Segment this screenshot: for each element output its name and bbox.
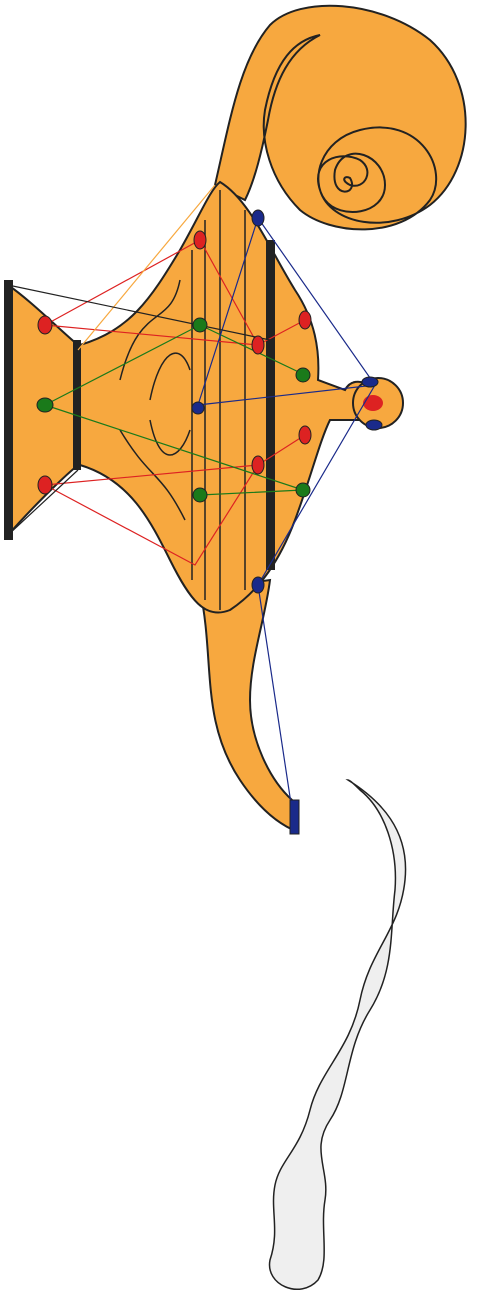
spout — [198, 578, 300, 834]
handle — [213, 4, 467, 231]
base-bar — [4, 280, 13, 540]
knob-gem — [363, 395, 383, 411]
smoke — [268, 779, 407, 1290]
lamp-body — [79, 180, 372, 614]
gems — [36, 209, 383, 835]
neck-bar — [73, 340, 81, 470]
body-bar — [266, 240, 275, 570]
